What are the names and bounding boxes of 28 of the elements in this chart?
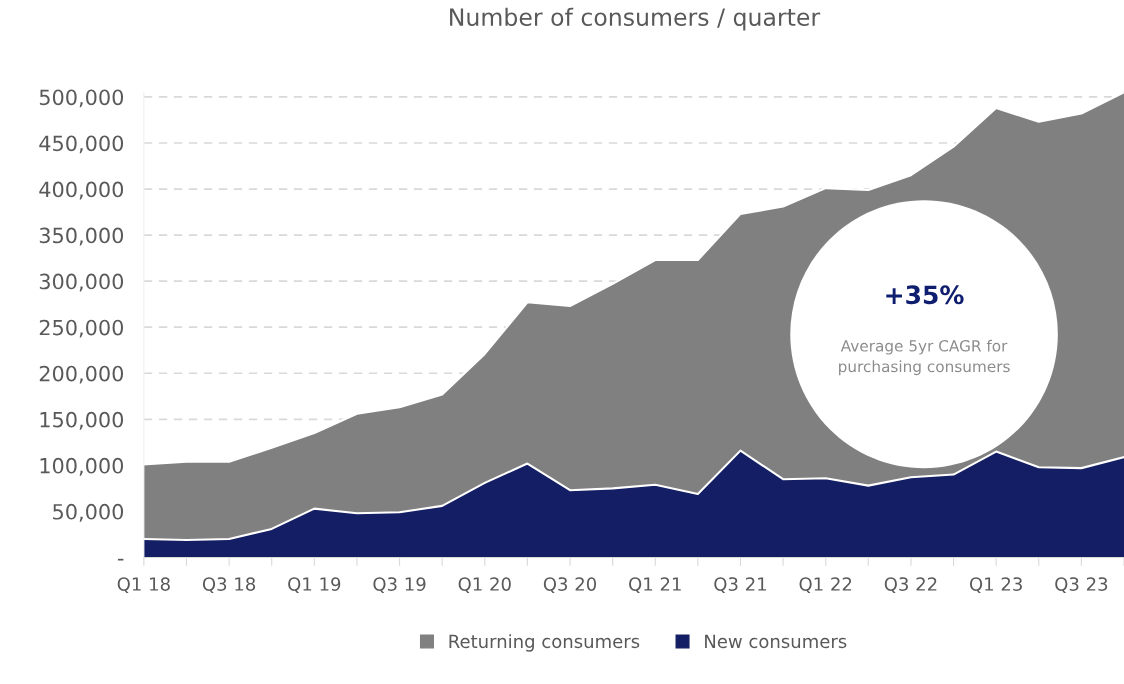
y-tick-label: 50,000 bbox=[53, 503, 124, 522]
legend-label: Returning consumers bbox=[449, 634, 640, 652]
x-tick-label: Q3 23 bbox=[1055, 577, 1108, 593]
x-tick-label: Q3 18 bbox=[202, 577, 256, 593]
x-tick-label: Q3 22 bbox=[884, 577, 937, 593]
chart-title: Number of consumers / quarter bbox=[450, 7, 821, 31]
x-tick-label: Q3 20 bbox=[543, 577, 597, 593]
y-tick-label: - bbox=[117, 558, 124, 561]
y-tick-label: 500,000 bbox=[39, 89, 124, 108]
x-tick-label: Q3 21 bbox=[714, 577, 767, 593]
x-tick-label: Q1 19 bbox=[288, 577, 341, 593]
y-tick-label: 400,000 bbox=[39, 181, 124, 200]
y-tick-label: 250,000 bbox=[39, 319, 124, 338]
legend-label: New consumers bbox=[705, 634, 847, 649]
y-tick-label: 200,000 bbox=[39, 365, 124, 384]
y-tick-label: 150,000 bbox=[40, 411, 124, 430]
annotation: +35% bbox=[886, 285, 964, 305]
x-tick-label: Q1 18 bbox=[117, 577, 170, 593]
x-tick-label: Q3 19 bbox=[373, 577, 426, 593]
y-tick-label: 350,000 bbox=[39, 227, 124, 246]
y-tick-label: 100,000 bbox=[40, 457, 124, 476]
x-tick-label: Q1 22 bbox=[799, 577, 852, 593]
annotation: Average 5yr CAGR for purchasing consumers bbox=[839, 339, 1010, 376]
x-tick-label: Q1 21 bbox=[629, 577, 681, 593]
x-tick-label: Q1 20 bbox=[458, 577, 511, 593]
x-tick-label: Q1 23 bbox=[969, 577, 1022, 593]
y-tick-label: 300,000 bbox=[39, 273, 124, 292]
y-tick-label: 450,000 bbox=[39, 135, 124, 154]
